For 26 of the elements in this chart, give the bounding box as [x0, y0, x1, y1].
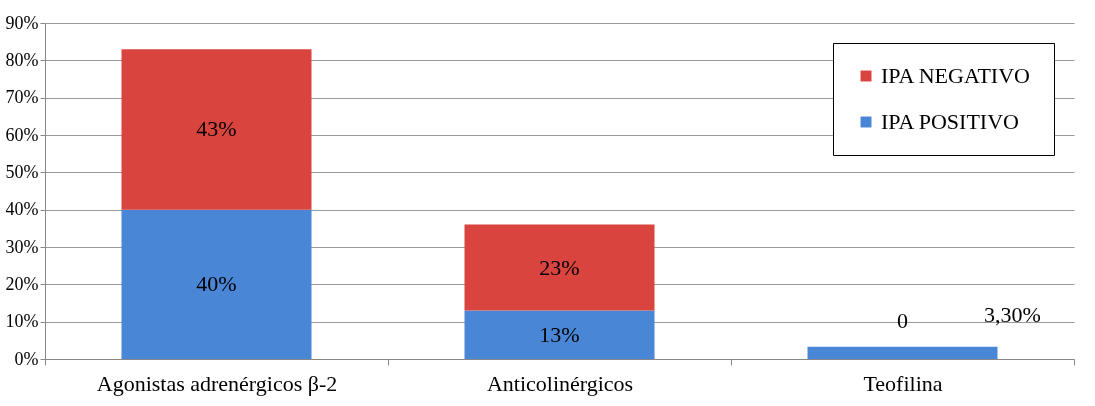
bar [121, 49, 312, 210]
y-tick-label: 20% [5, 273, 39, 294]
data-label: 3,30% [984, 301, 1041, 327]
y-tick-label: 60% [5, 124, 39, 145]
data-label: 0 [897, 307, 908, 333]
y-tick-label: 0% [14, 348, 39, 369]
data-label: 13% [539, 321, 580, 347]
data-label: 23% [539, 254, 580, 280]
bar [464, 224, 655, 311]
y-tick-label: 70% [5, 87, 39, 108]
bar [121, 209, 312, 359]
bar [807, 346, 998, 359]
x-tick-label: Teofilina [863, 370, 943, 396]
data-label: 43% [196, 116, 237, 142]
legend-label: IPA POSITIVO [881, 109, 1019, 134]
y-tick-label: 80% [5, 49, 39, 70]
y-tick-label: 30% [5, 236, 39, 257]
y-tick-label: 40% [5, 199, 39, 220]
x-tick-label: Anticolinérgicos [486, 370, 634, 396]
x-tick-label: Agonistas adrenérgicos β-2 [96, 370, 338, 396]
y-tick-label: 10% [5, 311, 39, 332]
legend-label: IPA NEGATIVO [881, 63, 1030, 88]
y-tick-label: 50% [5, 161, 39, 182]
y-tick-label: 90% [5, 12, 39, 33]
data-label: 40% [196, 271, 237, 297]
bar [464, 310, 655, 359]
